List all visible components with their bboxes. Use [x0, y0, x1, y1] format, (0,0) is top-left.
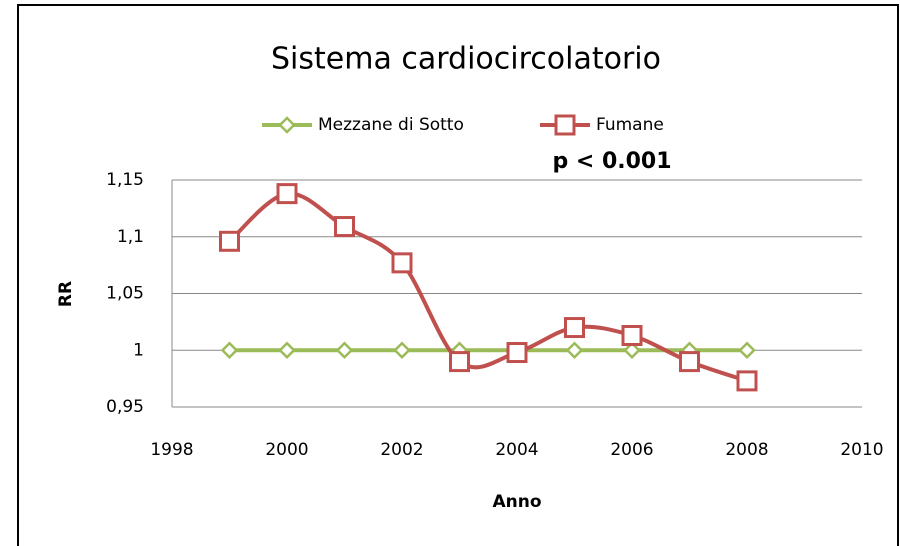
- point: [335, 341, 354, 360]
- y-tick-label: 1,1: [117, 227, 144, 247]
- annotation: p < 0.001: [552, 149, 671, 174]
- point: [679, 351, 700, 373]
- point: [334, 216, 355, 238]
- point: [564, 317, 585, 339]
- y-tick-label: 1: [133, 340, 144, 360]
- point: [565, 341, 584, 360]
- point: [506, 342, 528, 364]
- y-tick-label: 0,95: [106, 397, 144, 417]
- x-tick-label: 2000: [265, 440, 308, 460]
- x-tick-label: 2010: [840, 440, 883, 460]
- legend-marker: [278, 116, 296, 134]
- point: [391, 252, 413, 274]
- chart-title: Sistema cardiocircolatorio: [271, 42, 661, 77]
- point: [621, 324, 643, 346]
- x-tick-label: 2004: [495, 440, 538, 460]
- point: [278, 341, 296, 360]
- y-tick-label: 1,15: [106, 170, 144, 190]
- x-axis-label: Anno: [492, 492, 541, 512]
- chart-frame: [17, 4, 899, 546]
- y-axis-label: RR: [56, 281, 76, 307]
- point: [449, 351, 470, 373]
- point: [219, 230, 240, 252]
- series-line: [228, 191, 748, 383]
- point: [738, 341, 756, 360]
- point: [393, 341, 411, 360]
- point: [736, 370, 758, 392]
- x-tick-label: 1998: [150, 440, 193, 460]
- point: [623, 341, 641, 360]
- x-tick-label: 2008: [725, 440, 768, 460]
- legend-label: Fumane: [596, 115, 664, 135]
- y-tick-label: 1,05: [106, 284, 144, 304]
- legend-label: Mezzane di Sotto: [318, 115, 464, 135]
- x-tick-label: 2002: [380, 440, 423, 460]
- legend-marker: [554, 114, 576, 136]
- point: [220, 341, 239, 360]
- x-tick-label: 2006: [610, 440, 653, 460]
- point: [276, 183, 298, 205]
